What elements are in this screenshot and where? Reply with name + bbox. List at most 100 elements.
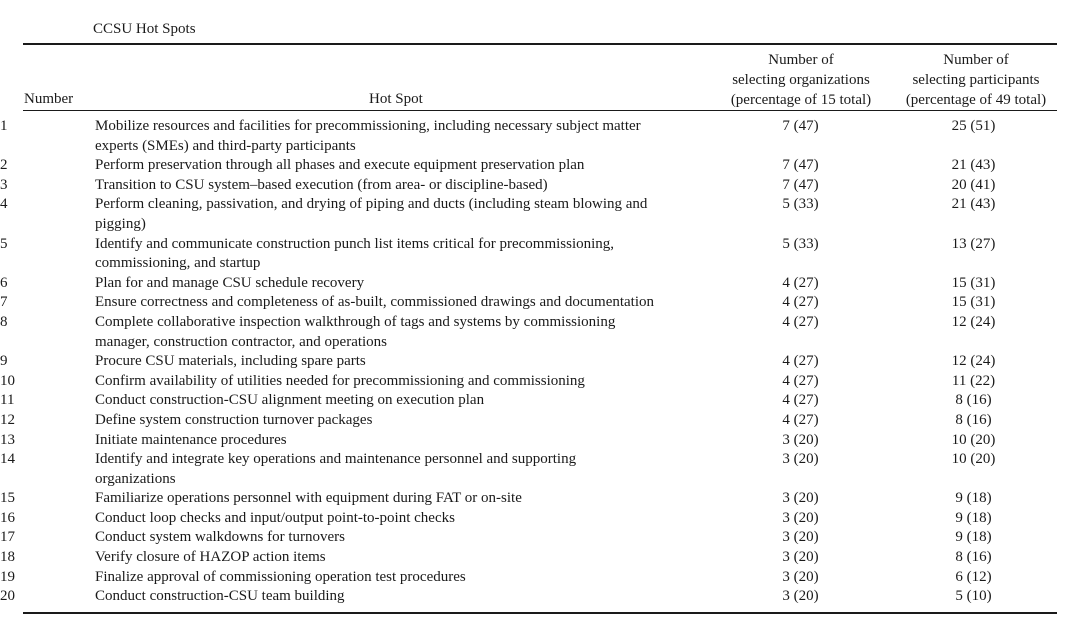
hot-spot-line: Identify and communicate construction pu…: [95, 235, 615, 252]
row-hot-spot: Complete collaborative inspection walkth…: [95, 313, 715, 352]
hot-spot-line: Procure CSU materials, including spare p…: [95, 353, 366, 370]
table-row: 2 Perform preservation through all phases…: [0, 156, 1061, 176]
row-selecting-organizations: 3 (20): [782, 490, 819, 507]
row-number: 5: [0, 235, 8, 252]
header-part-line-2: selecting participants: [912, 72, 1040, 88]
row-selecting-participants: 5 (10): [955, 588, 992, 605]
hot-spot-line: Perform preservation through all phases …: [95, 157, 585, 174]
row-selecting-participants: 15 (31): [951, 294, 996, 311]
hot-spot-line: Initiate maintenance procedures: [95, 431, 287, 448]
row-hot-spot: Conduct system walkdowns for turnovers: [95, 528, 715, 548]
row-selecting-organizations: 5 (33): [782, 196, 819, 213]
header-org-line-1: Number of: [768, 52, 834, 68]
hot-spot-line: Verify closure of HAZOP action items: [95, 549, 326, 566]
hot-spot-line: Conduct construction-CSU team building: [95, 588, 345, 605]
row-selecting-participants: 6 (12): [955, 568, 992, 585]
row-number: 14: [0, 451, 15, 468]
hot-spot-line: Conduct construction-CSU alignment meeti…: [95, 392, 485, 409]
row-hot-spot: Familiarize operations personnel with eq…: [95, 489, 715, 509]
hot-spot-line: Confirm availability of utilities needed…: [95, 372, 585, 389]
row-number: 4: [0, 196, 8, 213]
row-selecting-organizations: 4 (27): [782, 274, 819, 291]
table-row: 7 Ensure correctness and completeness of …: [0, 293, 1061, 313]
row-selecting-participants: 21 (43): [951, 157, 996, 174]
row-selecting-participants: 20 (41): [951, 176, 996, 193]
row-selecting-organizations: 4 (27): [782, 353, 819, 370]
row-selecting-participants: 10 (20): [951, 451, 996, 468]
row-hot-spot: Transition to CSU system–based execution…: [95, 176, 715, 196]
row-hot-spot: Perform preservation through all phases …: [95, 156, 715, 176]
row-hot-spot: Plan for and manage CSU schedule recover…: [95, 274, 715, 294]
row-selecting-organizations: 3 (20): [782, 451, 819, 468]
hot-spot-line: Complete collaborative inspection walkth…: [95, 313, 616, 330]
table-row: 1 Mobilize resources and facilities for p…: [0, 117, 1061, 156]
row-number: 15: [0, 490, 15, 507]
row-selecting-organizations: 3 (20): [782, 509, 819, 526]
row-hot-spot: Perform cleaning, passivation, and dryin…: [95, 195, 715, 234]
row-number: 20: [0, 588, 15, 605]
table-row: 13 Initiate maintenance procedures 3 (20) 1…: [0, 431, 1061, 451]
row-number: 19: [0, 568, 15, 585]
table-body: 1 Mobilize resources and facilities for p…: [0, 117, 1061, 607]
row-hot-spot: Define system construction turnover pack…: [95, 411, 715, 431]
hot-spot-line: Conduct loop checks and input/output poi…: [95, 509, 455, 526]
hot-spot-line: Transition to CSU system–based execution…: [95, 176, 548, 193]
header-org-line-3: (percentage of 15 total): [730, 92, 872, 108]
hot-spot-line: Ensure correctness and completeness of a…: [95, 294, 655, 311]
hot-spot-line: Conduct system walkdowns for turnovers: [95, 529, 345, 546]
hot-spot-line: Perform cleaning, passivation, and dryin…: [95, 196, 648, 213]
table-row: 3 Transition to CSU system–based executio…: [0, 176, 1061, 196]
row-number: 6: [0, 274, 8, 291]
table-row: 16 Conduct loop checks and input/output p…: [0, 509, 1061, 529]
table-caption: CCSU Hot Spots: [93, 21, 196, 37]
row-selecting-participants: 9 (18): [955, 509, 992, 526]
row-selecting-participants: 8 (16): [955, 411, 992, 428]
row-number: 1: [0, 118, 8, 134]
row-hot-spot: Ensure correctness and completeness of a…: [95, 293, 715, 313]
row-selecting-organizations: 4 (27): [782, 294, 819, 311]
row-selecting-participants: 10 (20): [951, 431, 996, 448]
row-number: 18: [0, 549, 15, 566]
table-row: 17 Conduct system walkdowns for turnovers…: [0, 528, 1061, 548]
row-selecting-participants: 9 (18): [955, 529, 992, 546]
row-selecting-organizations: 3 (20): [782, 549, 819, 566]
row-selecting-organizations: 7 (47): [782, 157, 819, 174]
row-selecting-participants: 8 (16): [955, 549, 992, 566]
table-row: 14 Identify and integrate key operations …: [0, 450, 1061, 489]
row-number: 3: [0, 176, 8, 193]
row-number: 17: [0, 529, 15, 546]
header-part-line-1: Number of: [943, 52, 1009, 68]
row-number: 9: [0, 353, 8, 370]
hot-spot-line: Mobilize resources and facilities for pr…: [95, 118, 641, 134]
row-selecting-organizations: 3 (20): [782, 431, 819, 448]
hot-spot-line: pigging): [95, 215, 146, 232]
table-row: 6 Plan for and manage CSU schedule recove…: [0, 274, 1061, 294]
row-hot-spot: Conduct loop checks and input/output poi…: [95, 509, 715, 529]
row-selecting-participants: 12 (24): [951, 353, 996, 370]
hot-spot-line: experts (SMEs) and third-party participa…: [95, 137, 356, 154]
hot-spots-table: 1 Mobilize resources and facilities for p…: [0, 117, 1061, 607]
row-hot-spot: Conduct construction-CSU alignment meeti…: [95, 391, 715, 411]
header-rule: [23, 110, 1057, 111]
row-selecting-organizations: 4 (27): [782, 411, 819, 428]
row-selecting-participants: 11 (22): [951, 372, 996, 389]
header-hot-spot: Hot Spot: [369, 91, 423, 107]
row-number: 11: [0, 392, 15, 409]
table-row: 9 Procure CSU materials, including spare …: [0, 352, 1061, 372]
row-selecting-organizations: 5 (33): [782, 235, 819, 252]
row-selecting-organizations: 4 (27): [782, 313, 819, 330]
row-number: 16: [0, 509, 15, 526]
table-row: 11 Conduct construction-CSU alignment mee…: [0, 391, 1061, 411]
table-row: 19 Finalize approval of commissioning ope…: [0, 568, 1061, 588]
row-selecting-participants: 25 (51): [951, 118, 996, 134]
row-hot-spot: Identify and integrate key operations an…: [95, 450, 715, 489]
hot-spot-line: Familiarize operations personnel with eq…: [95, 490, 522, 507]
row-number: 7: [0, 294, 8, 311]
row-selecting-participants: 21 (43): [951, 196, 996, 213]
row-hot-spot: Finalize approval of commissioning opera…: [95, 568, 715, 588]
row-selecting-participants: 8 (16): [955, 392, 992, 409]
hot-spot-line: manager, construction contractor, and op…: [95, 333, 388, 350]
row-selecting-organizations: 3 (20): [782, 588, 819, 605]
row-hot-spot: Identify and communicate construction pu…: [95, 235, 715, 274]
header-part-line-3: (percentage of 49 total): [905, 92, 1047, 108]
